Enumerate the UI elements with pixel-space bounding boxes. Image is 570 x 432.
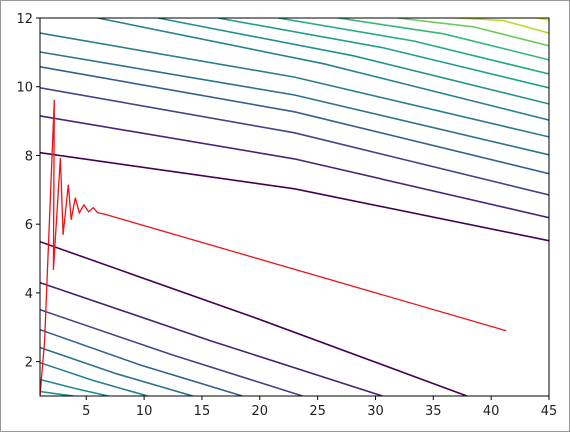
contour-line bbox=[40, 87, 549, 196]
y-tick-label: 4 bbox=[25, 287, 33, 302]
x-tick-label: 40 bbox=[483, 404, 500, 419]
contour-line bbox=[40, 240, 468, 396]
x-tick-label: 45 bbox=[541, 404, 558, 419]
x-tick-label: 25 bbox=[309, 404, 326, 419]
x-tick-label: 35 bbox=[425, 404, 442, 419]
contour-line bbox=[40, 308, 303, 396]
y-tick-label: 2 bbox=[25, 356, 33, 371]
contour-line bbox=[157, 18, 549, 105]
trajectory-line bbox=[40, 99, 507, 396]
contour-line bbox=[397, 18, 549, 47]
contour-line bbox=[40, 66, 549, 175]
x-tick-label: 30 bbox=[367, 404, 384, 419]
contour-line bbox=[40, 361, 148, 396]
y-tick-label: 8 bbox=[25, 149, 33, 164]
y-tick-label: 12 bbox=[16, 12, 33, 27]
y-tick-label: 10 bbox=[16, 81, 33, 96]
contour-line bbox=[40, 378, 109, 396]
contour-line bbox=[40, 281, 383, 396]
plot-area bbox=[40, 18, 549, 396]
contour-line bbox=[40, 32, 549, 138]
x-tick-label: 20 bbox=[252, 404, 269, 419]
contour-line bbox=[338, 18, 549, 61]
contour-line bbox=[40, 328, 243, 396]
contour-line bbox=[40, 390, 74, 396]
axes-box bbox=[39, 17, 550, 397]
contour-line bbox=[40, 151, 549, 242]
x-tick-label: 10 bbox=[136, 404, 153, 419]
contour-line bbox=[40, 51, 549, 156]
x-tick-label: 5 bbox=[82, 404, 90, 419]
contour-line bbox=[457, 18, 549, 34]
contour-line bbox=[40, 346, 193, 396]
contour-line bbox=[517, 18, 549, 21]
contour-line bbox=[97, 18, 549, 121]
contour-line bbox=[40, 115, 549, 219]
contour-line bbox=[217, 18, 549, 89]
contour-line bbox=[278, 18, 549, 75]
x-tick-label: 15 bbox=[194, 404, 211, 419]
y-tick-label: 6 bbox=[25, 218, 33, 233]
